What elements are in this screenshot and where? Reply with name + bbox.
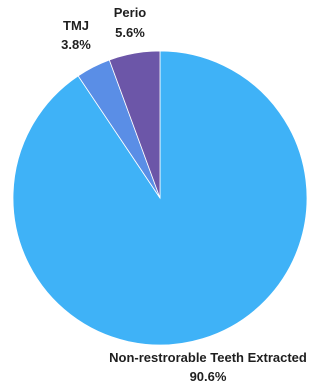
slice-value-perio: 5.6% [115,25,145,40]
slice-label-non-restorable: Non-restrorable Teeth Extracted [109,350,307,365]
slice-perio [108,50,161,199]
slice-label-perio: Perio [114,5,147,20]
slice-label-tmj: TMJ [63,18,89,33]
pie-slices [12,50,308,346]
slice-value-non-restorable: 90.6% [190,369,227,384]
slice-value-tmj: 3.8% [61,37,91,52]
